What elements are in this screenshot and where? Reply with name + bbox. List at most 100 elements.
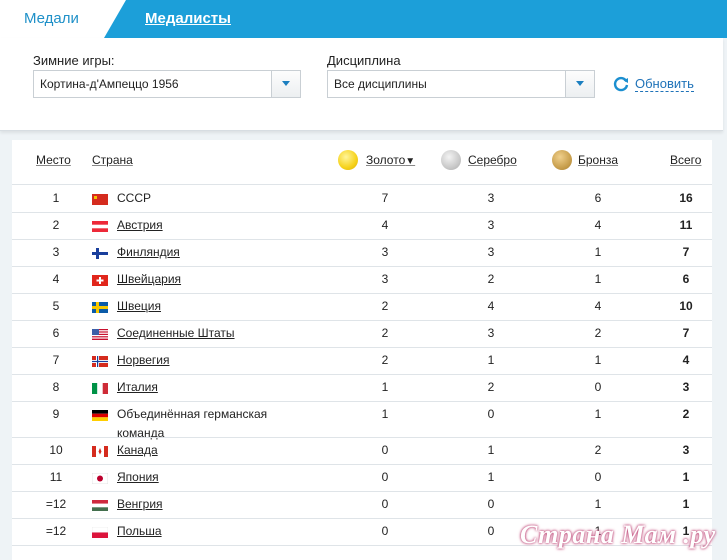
gold-cell: 1 [381, 380, 389, 394]
place-cell: =12 [45, 524, 67, 538]
total-cell: 10 [679, 299, 693, 313]
country-cell[interactable]: Япония [117, 468, 159, 487]
row-divider [12, 266, 712, 267]
tab-medals-label[interactable]: Медали [24, 10, 79, 27]
filter-panel: Зимние игры: Кортина-д'Ампеццо 1956 Дисц… [0, 38, 723, 131]
discipline-select[interactable]: Все дисциплины [327, 70, 595, 98]
header-gold[interactable]: Золото▼ [366, 153, 415, 167]
flag-icon [92, 410, 108, 421]
games-label: Зимние игры: [33, 53, 115, 68]
gold-cell: 1 [381, 407, 389, 421]
flag-icon [92, 302, 108, 313]
gold-cell: 0 [381, 470, 389, 484]
discipline-label: Дисциплина [327, 53, 401, 68]
games-select[interactable]: Кортина-д'Ампеццо 1956 [33, 70, 301, 98]
flag-icon [92, 194, 108, 205]
country-cell[interactable]: Венгрия [117, 495, 163, 514]
table-row: 6 Соединенные Штаты 2 3 2 7 [12, 321, 712, 348]
row-divider [12, 293, 712, 294]
bronze-cell: 0 [594, 380, 602, 394]
header-country[interactable]: Страна [92, 153, 133, 167]
total-cell: 7 [682, 326, 690, 340]
country-cell: Объединённая германская команда [117, 405, 297, 443]
header-bronze[interactable]: Бронза [578, 153, 619, 167]
gold-cell: 3 [381, 245, 389, 259]
country-cell[interactable]: Швеция [117, 297, 161, 316]
country-name: Австрия [117, 218, 163, 232]
bronze-medal-icon [552, 150, 572, 170]
place-cell: 11 [49, 470, 63, 484]
flag-icon [92, 356, 108, 367]
country-cell[interactable]: Швейцария [117, 270, 181, 289]
bronze-cell: 2 [594, 443, 602, 457]
silver-cell: 3 [487, 191, 495, 205]
place-cell: 5 [52, 299, 60, 313]
silver-cell: 1 [487, 443, 495, 457]
bronze-cell: 2 [594, 326, 602, 340]
sort-down-icon: ▼ [405, 156, 416, 167]
header-total[interactable]: Всего [670, 153, 702, 167]
total-cell: 6 [682, 272, 690, 286]
total-cell: 3 [682, 443, 690, 457]
table-row: 2 Австрия 4 3 4 11 [12, 213, 712, 240]
header-silver[interactable]: Серебро [468, 153, 517, 167]
flag-icon [92, 500, 108, 511]
country-cell[interactable]: Норвегия [117, 351, 170, 370]
gold-cell: 3 [381, 272, 389, 286]
bronze-cell: 4 [594, 218, 602, 232]
country-cell[interactable]: Австрия [117, 216, 163, 235]
bronze-cell: 1 [594, 272, 602, 286]
place-cell: =12 [45, 497, 67, 511]
bronze-cell: 1 [594, 524, 602, 538]
table-row: 9 Объединённая германская команда 1 0 1 2 [12, 402, 712, 440]
row-divider [12, 545, 712, 546]
row-divider [12, 437, 712, 438]
row-divider [12, 401, 712, 402]
country-name: Швейцария [117, 272, 182, 286]
gold-cell: 0 [381, 443, 389, 457]
games-select-button[interactable] [271, 71, 300, 97]
bronze-cell: 1 [594, 407, 602, 421]
country-cell[interactable]: Финляндия [117, 243, 180, 262]
flag-icon [92, 473, 108, 484]
header-divider [12, 184, 712, 185]
country-cell[interactable]: Соединенные Штаты [117, 324, 235, 343]
discipline-select-button[interactable] [565, 71, 594, 97]
total-cell: 1 [682, 524, 690, 538]
country-cell[interactable]: Польша [117, 522, 162, 541]
table-row: 7 Норвегия 2 1 1 4 [12, 348, 712, 375]
table-row: =12 Венгрия 0 0 1 1 [12, 492, 712, 519]
refresh-button[interactable]: Обновить [635, 76, 694, 92]
country-cell[interactable]: Канада [117, 441, 158, 460]
refresh-icon[interactable] [612, 75, 630, 93]
country-cell: СССР [117, 189, 151, 208]
header-place[interactable]: Место [36, 153, 71, 167]
bronze-cell: 4 [594, 299, 602, 313]
place-cell: 2 [52, 218, 60, 232]
row-divider [12, 347, 712, 348]
total-cell: 1 [682, 497, 690, 511]
tab-medalists[interactable]: Медалисты [145, 10, 231, 27]
place-cell: 9 [52, 407, 60, 421]
flag-icon [92, 221, 108, 232]
gold-medal-icon [338, 150, 358, 170]
gold-cell: 0 [381, 497, 389, 511]
country-name: СССР [117, 191, 152, 205]
silver-cell: 4 [487, 299, 495, 313]
place-cell: 3 [52, 245, 60, 259]
place-cell: 1 [52, 191, 60, 205]
row-divider [12, 374, 712, 375]
silver-cell: 0 [487, 524, 495, 538]
header-gold-label: Золото [366, 153, 406, 167]
total-cell: 16 [679, 191, 693, 205]
country-name: Соединенные Штаты [117, 326, 235, 340]
tab-medals[interactable] [0, 0, 104, 38]
total-cell: 11 [679, 218, 693, 232]
gold-cell: 7 [381, 191, 389, 205]
row-divider [12, 320, 712, 321]
place-cell: 7 [52, 353, 60, 367]
bronze-cell: 6 [594, 191, 602, 205]
total-cell: 1 [682, 470, 690, 484]
country-cell[interactable]: Италия [117, 378, 158, 397]
row-divider [12, 491, 712, 492]
